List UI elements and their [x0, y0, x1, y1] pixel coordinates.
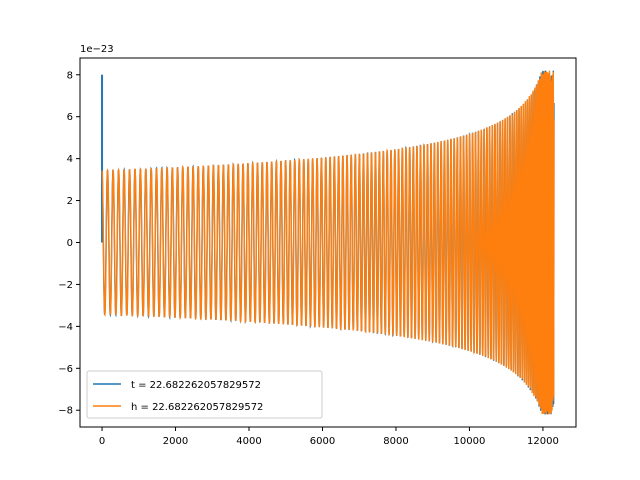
- y-axis-offset-label: 1e−23: [80, 44, 114, 55]
- legend-label-t: t = 22.682262057829572: [131, 380, 261, 391]
- x-tick-label: 2000: [163, 436, 188, 447]
- y-tick-label: −4: [58, 322, 73, 333]
- y-tick-label: 4: [67, 154, 73, 165]
- y-tick-label: −8: [58, 406, 73, 417]
- x-tick-label: 0: [99, 436, 105, 447]
- legend-frame: [86, 370, 323, 419]
- x-tick-label: 8000: [383, 436, 408, 447]
- y-tick-label: −2: [58, 280, 73, 291]
- x-tick-label: 6000: [310, 436, 335, 447]
- x-tick-label: 4000: [236, 436, 261, 447]
- y-tick-label: 8: [67, 70, 73, 81]
- series-layer: [101, 70, 555, 415]
- x-tick-label: 10000: [454, 436, 486, 447]
- legend: t = 22.682262057829572 h = 22.6822620578…: [86, 370, 323, 419]
- series-line-h: [101, 70, 555, 415]
- axes-layer: 0 2000 4000 6000 8000 10000 12000 −8 −6 −4 −2 0 2 4 6 8: [58, 57, 577, 447]
- y-tick-label: −6: [58, 364, 73, 375]
- x-tick-label: 12000: [527, 436, 559, 447]
- y-tick-label: 2: [67, 196, 73, 207]
- legend-label-h: h = 22.682262057829572: [131, 402, 263, 413]
- y-tick-label: 0: [67, 238, 73, 249]
- y-tick-label: 6: [67, 112, 73, 123]
